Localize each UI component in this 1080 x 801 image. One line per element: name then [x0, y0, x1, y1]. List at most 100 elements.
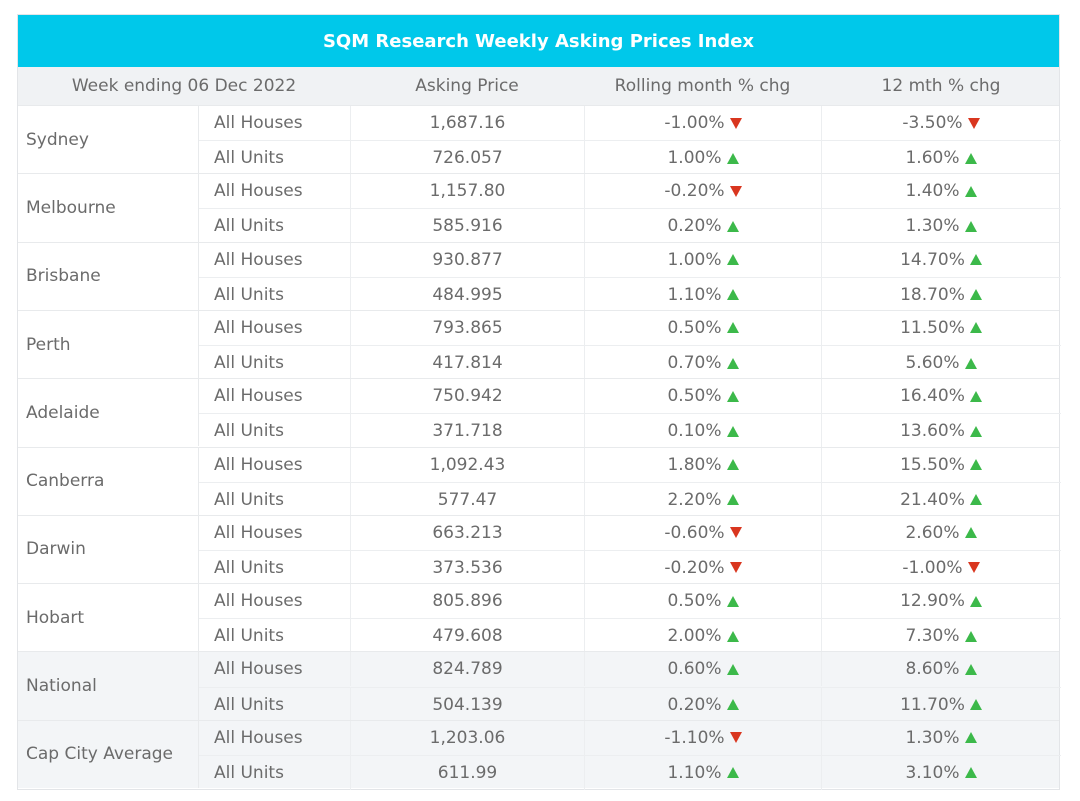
rolling-month-change: 1.10% — [584, 277, 821, 312]
property-type: All Houses — [214, 249, 303, 270]
table-row: All Units 417.814 0.70% 5.60% — [199, 345, 1061, 381]
rolling-month-change: 0.20% — [584, 687, 821, 722]
asking-price-value: 611.99 — [350, 755, 584, 790]
up-arrow-icon — [726, 289, 739, 301]
rolling-month-value: 0.60% — [667, 659, 722, 680]
property-type: All Units — [214, 489, 284, 510]
asking-price-value: 585.916 — [350, 209, 584, 244]
city-group: Hobart All Houses 805.896 0.50% 12.90% All Un… — [18, 583, 1061, 654]
rolling-month-value: -1.10% — [664, 727, 725, 748]
twelve-month-change: 11.50% — [821, 310, 1060, 345]
header-12-month: 12 mth % chg — [881, 76, 1001, 96]
city-group: Adelaide All Houses 750.942 0.50% 16.40% All … — [18, 378, 1061, 449]
property-type: All Units — [214, 284, 284, 305]
asking-price-value: 1,157.80 — [350, 174, 584, 209]
twelve-month-value: 21.40% — [900, 489, 965, 510]
city-group: Perth All Houses 793.865 0.50% 11.50% All Uni… — [18, 309, 1061, 381]
table-row: All Units 585.916 0.20% 1.30% — [199, 208, 1061, 244]
twelve-month-value: 1.30% — [905, 727, 960, 748]
rolling-month-value: 0.20% — [667, 694, 722, 715]
city-group: Cap City Average All Houses 1,203.06 -1.10%… — [18, 719, 1061, 790]
twelve-month-value: 3.10% — [905, 762, 960, 783]
rolling-month-change: 0.20% — [584, 209, 821, 244]
property-type: All Units — [214, 694, 284, 715]
twelve-month-value: 14.70% — [900, 249, 965, 270]
twelve-month-value: 15.50% — [900, 454, 965, 475]
rolling-month-change: 2.20% — [584, 482, 821, 517]
table-row: All Houses 1,092.43 1.80% 15.50% — [199, 447, 1061, 482]
table-row: All Houses 663.213 -0.60% 2.60% — [199, 515, 1061, 550]
down-arrow-icon — [729, 732, 742, 744]
city-name: Canberra — [18, 447, 199, 515]
twelve-month-change: 5.60% — [821, 346, 1060, 381]
header-asking-price: Asking Price — [415, 76, 519, 96]
up-arrow-icon — [964, 767, 977, 779]
asking-price-value: 824.789 — [350, 652, 584, 687]
twelve-month-change: 12.90% — [821, 584, 1060, 619]
twelve-month-value: 1.40% — [905, 181, 960, 202]
rolling-month-change: -0.20% — [584, 174, 821, 209]
property-type: All Units — [214, 421, 284, 442]
up-arrow-icon — [964, 527, 977, 539]
property-type: All Houses — [214, 317, 303, 338]
twelve-month-change: 16.40% — [821, 379, 1060, 414]
up-arrow-icon — [964, 663, 977, 675]
city-name: Adelaide — [18, 379, 199, 447]
table-row: All Houses 1,203.06 -1.10% 1.30% — [199, 720, 1061, 755]
up-arrow-icon — [964, 630, 977, 642]
city-name: National — [18, 652, 199, 720]
up-arrow-icon — [726, 699, 739, 711]
twelve-month-value: 1.60% — [905, 148, 960, 169]
down-arrow-icon — [729, 562, 742, 574]
rolling-month-value: 0.50% — [667, 317, 722, 338]
twelve-month-value: 18.70% — [900, 284, 965, 305]
rolling-month-value: -1.00% — [664, 113, 725, 133]
city-group: Brisbane All Houses 930.877 1.00% 14.70% All … — [18, 241, 1061, 312]
rolling-month-value: 0.70% — [667, 353, 722, 374]
up-arrow-icon — [726, 254, 739, 266]
property-type: All Houses — [214, 181, 303, 202]
rolling-month-change: 0.70% — [584, 346, 821, 381]
property-type: All Houses — [214, 113, 303, 133]
property-type: All Units — [214, 557, 284, 578]
rolling-month-value: 2.20% — [667, 489, 722, 510]
rolling-month-change: 0.60% — [584, 652, 821, 687]
up-arrow-icon — [726, 630, 739, 642]
table-row: All Houses 1,157.80 -0.20% 1.40% — [199, 174, 1061, 209]
city-name: Hobart — [18, 584, 199, 652]
down-arrow-icon — [729, 527, 742, 539]
table-row: All Units 484.995 1.10% 18.70% — [199, 276, 1061, 312]
rolling-month-change: 1.10% — [584, 755, 821, 790]
rolling-month-change: 0.50% — [584, 379, 821, 414]
asking-price-value: 805.896 — [350, 584, 584, 619]
city-group: Sydney All Houses 1,687.16 -1.00% -3.50% All … — [18, 105, 1061, 176]
table-row: All Units 373.536 -0.20% -1.00% — [199, 549, 1061, 585]
up-arrow-icon — [726, 220, 739, 232]
up-arrow-icon — [964, 220, 977, 232]
up-arrow-icon — [969, 699, 982, 711]
asking-price-value: 417.814 — [350, 346, 584, 381]
twelve-month-change: 1.30% — [821, 209, 1060, 244]
table-title: SQM Research Weekly Asking Prices Index — [18, 15, 1059, 67]
twelve-month-value: 13.60% — [900, 421, 965, 442]
table-row: All Units 611.99 1.10% 3.10% — [199, 754, 1061, 790]
city-group: Darwin All Houses 663.213 -0.60% 2.60% All Un… — [18, 514, 1061, 585]
up-arrow-icon — [969, 322, 982, 334]
asking-price-value: 726.057 — [350, 141, 584, 176]
table-row: All Houses 930.877 1.00% 14.70% — [199, 242, 1061, 277]
up-arrow-icon — [969, 390, 982, 402]
city-name: Darwin — [18, 515, 199, 584]
up-arrow-icon — [726, 767, 739, 779]
asking-price-value: 484.995 — [350, 277, 584, 312]
table-row: All Units 479.608 2.00% 7.30% — [199, 618, 1061, 654]
twelve-month-value: 11.70% — [900, 694, 965, 715]
twelve-month-value: 11.50% — [900, 317, 965, 338]
twelve-month-value: 16.40% — [900, 386, 965, 407]
rolling-month-change: 0.50% — [584, 584, 821, 619]
table-row: All Houses 824.789 0.60% 8.60% — [199, 652, 1061, 687]
property-type: All Houses — [214, 591, 303, 612]
asking-price-value: 930.877 — [350, 242, 584, 277]
twelve-month-change: 1.40% — [821, 174, 1060, 209]
property-type: All Units — [214, 762, 284, 783]
twelve-month-change: -3.50% — [821, 106, 1060, 140]
